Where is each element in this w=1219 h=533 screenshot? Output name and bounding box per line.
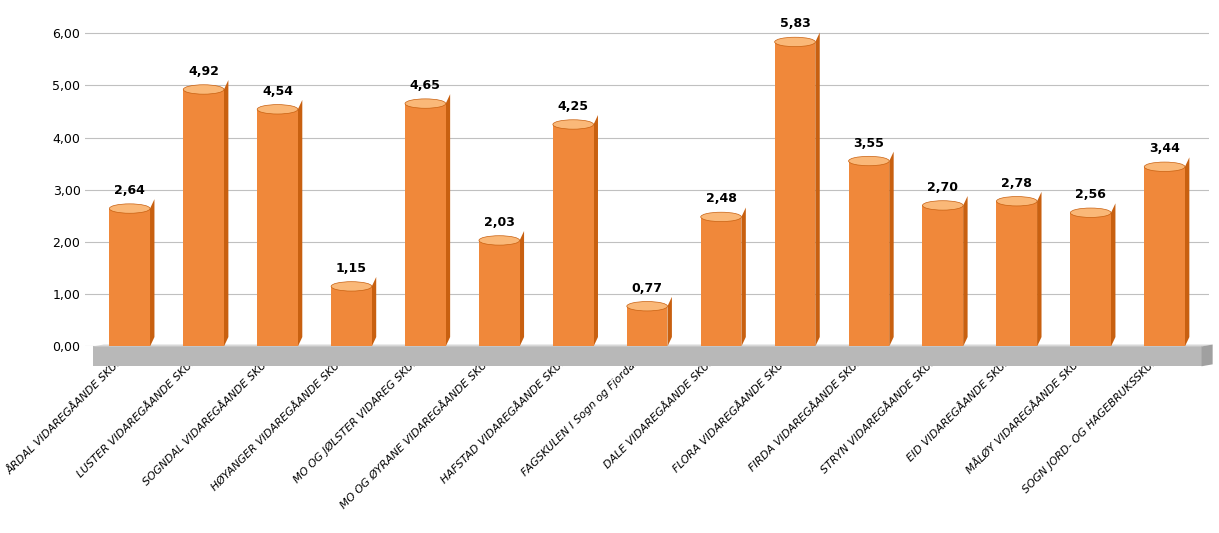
Ellipse shape — [183, 85, 224, 94]
Bar — [923, 205, 963, 346]
Text: 2,70: 2,70 — [928, 181, 958, 194]
Text: 5,83: 5,83 — [780, 18, 811, 30]
Polygon shape — [889, 151, 894, 346]
Bar — [701, 217, 741, 346]
Bar — [110, 208, 150, 346]
Text: 2,64: 2,64 — [115, 184, 145, 197]
Polygon shape — [93, 344, 1213, 346]
Ellipse shape — [1145, 162, 1185, 172]
Ellipse shape — [405, 99, 446, 108]
Polygon shape — [372, 277, 377, 346]
Ellipse shape — [332, 281, 372, 291]
Bar — [553, 125, 594, 346]
Text: 0,77: 0,77 — [631, 282, 663, 295]
Text: 2,56: 2,56 — [1075, 188, 1106, 201]
Polygon shape — [1202, 344, 1213, 366]
Text: 3,55: 3,55 — [853, 136, 884, 150]
Polygon shape — [150, 199, 155, 346]
Ellipse shape — [257, 104, 297, 114]
Bar — [774, 42, 816, 346]
Bar — [1070, 213, 1111, 346]
Text: 3,44: 3,44 — [1150, 142, 1180, 155]
Ellipse shape — [479, 236, 519, 245]
Polygon shape — [1185, 157, 1190, 346]
Ellipse shape — [1070, 208, 1111, 217]
Ellipse shape — [996, 197, 1037, 206]
Bar — [1145, 167, 1185, 346]
Bar — [332, 286, 372, 346]
Polygon shape — [297, 100, 302, 346]
Polygon shape — [224, 80, 228, 346]
Text: 2,03: 2,03 — [484, 216, 514, 229]
Bar — [627, 306, 668, 346]
Ellipse shape — [553, 120, 594, 129]
Polygon shape — [741, 207, 746, 346]
Bar — [479, 240, 519, 346]
Ellipse shape — [923, 201, 963, 210]
Polygon shape — [1111, 203, 1115, 346]
Polygon shape — [963, 196, 968, 346]
Text: 4,92: 4,92 — [188, 65, 219, 78]
Bar — [183, 90, 224, 346]
Bar — [405, 103, 446, 346]
Text: 4,25: 4,25 — [558, 100, 589, 113]
Ellipse shape — [110, 204, 150, 213]
Bar — [257, 109, 297, 346]
Polygon shape — [668, 297, 672, 346]
Polygon shape — [446, 94, 450, 346]
Ellipse shape — [848, 156, 889, 166]
Ellipse shape — [701, 212, 741, 222]
Text: 1,15: 1,15 — [336, 262, 367, 275]
Text: 4,54: 4,54 — [262, 85, 293, 98]
Text: 4,65: 4,65 — [410, 79, 441, 92]
Bar — [996, 201, 1037, 346]
Polygon shape — [93, 346, 1202, 366]
Polygon shape — [1037, 192, 1041, 346]
Ellipse shape — [627, 302, 668, 311]
Text: 2,48: 2,48 — [706, 192, 736, 205]
Ellipse shape — [774, 37, 816, 47]
Bar — [848, 161, 889, 346]
Polygon shape — [816, 33, 819, 346]
Polygon shape — [519, 231, 524, 346]
Polygon shape — [594, 115, 599, 346]
Text: 2,78: 2,78 — [1001, 177, 1032, 190]
